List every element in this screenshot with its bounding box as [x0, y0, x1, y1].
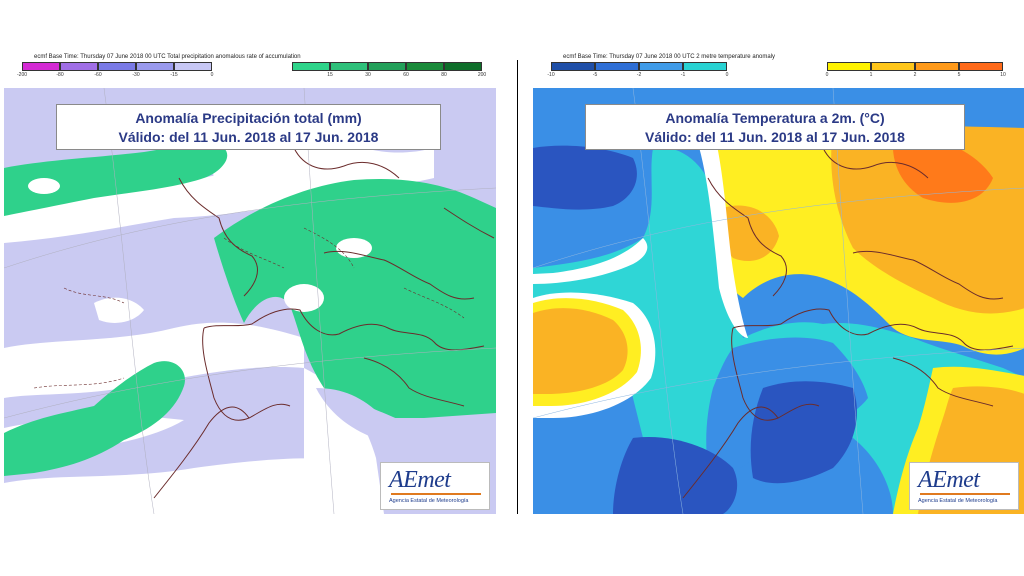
legend-tick-label: -2	[636, 72, 642, 78]
warm-anomaly-area	[533, 308, 628, 394]
legend-swatch	[174, 62, 212, 71]
map-title: Anomalía Precipitación total (mm)	[135, 110, 362, 126]
legend-tick-label: -1	[680, 72, 686, 78]
legend-swatch	[330, 62, 368, 71]
legend-swatch	[98, 62, 136, 71]
logo-underline	[920, 493, 1010, 495]
legend-tick-label: 80	[441, 72, 447, 78]
strong-cold-anomaly-area	[750, 381, 857, 484]
legend-tick-label: 15	[327, 72, 333, 78]
legend-swatch	[959, 62, 1003, 71]
neutral-area	[4, 458, 334, 514]
legend-tick-label: 2	[913, 72, 917, 78]
neutral-area	[4, 322, 304, 398]
legend-tick-label: -30	[132, 72, 140, 78]
legend-swatch	[22, 62, 60, 71]
legend-swatch	[871, 62, 915, 71]
legend-tick-label: -200	[16, 72, 28, 78]
legend-swatch	[683, 62, 727, 71]
logo-underline	[391, 493, 481, 495]
legend-tick-label: 0	[210, 72, 214, 78]
aemet-logo: AEmet Agencia Estatal de Meteorología	[909, 462, 1019, 510]
aemet-logo-subtitle: Agencia Estatal de Meteorología	[918, 498, 998, 504]
map-validity: Válido: del 11 Jun. 2018 al 17 Jun. 2018	[645, 129, 905, 145]
aemet-logo-subtitle: Agencia Estatal de Meteorología	[389, 498, 469, 504]
coastline	[153, 147, 495, 499]
map-title: Anomalía Temperatura a 2m. (°C)	[665, 110, 885, 126]
map-header-info: ecmf Base Time: Thursday 07 June 2018 00…	[34, 54, 301, 60]
panel-divider	[517, 60, 518, 514]
aemet-logo-text: AEmet	[918, 467, 980, 493]
legend-tick-label: -10	[547, 72, 555, 78]
precipitation-anomaly-map	[4, 88, 496, 514]
legend-swatch	[727, 62, 777, 71]
aemet-logo-text: AEmet	[389, 467, 451, 493]
legend-tick-label: 30	[365, 72, 371, 78]
legend-swatch	[777, 62, 827, 71]
legend-tick-label: -80	[56, 72, 64, 78]
positive-anomaly-area	[214, 178, 496, 422]
legend-tick-label: -5	[592, 72, 598, 78]
temperature-legend: -10 -5 -2 -1 0 0 1 2 5 10	[547, 62, 1024, 82]
positive-anomaly-area	[4, 361, 185, 476]
legend-swatch	[406, 62, 444, 71]
border-lines	[33, 227, 465, 389]
map-header-info: ecmf Base Time: Thursday 07 June 2018 00…	[563, 54, 775, 60]
legend-swatch	[595, 62, 639, 71]
legend-swatch	[639, 62, 683, 71]
legend-tick-label: 0	[725, 72, 729, 78]
legend-tick-label: 200	[477, 72, 487, 78]
legend-tick-label: -60	[94, 72, 102, 78]
legend-swatch	[368, 62, 406, 71]
strong-cold-anomaly-area	[533, 145, 637, 210]
legend-swatch	[551, 62, 595, 71]
positive-anomaly-area	[4, 144, 228, 216]
legend-tick-label: 0	[825, 72, 829, 78]
legend-swatch	[292, 62, 330, 71]
legend-tick-label: 5	[957, 72, 961, 78]
legend-swatch	[444, 62, 482, 71]
legend-swatch	[827, 62, 871, 71]
precipitation-legend: -200 -80 -60 -30 -15 0 15 30 60 80 200	[17, 62, 496, 82]
legend-tick-label: 1	[869, 72, 873, 78]
aemet-logo: AEmet Agencia Estatal de Meteorología	[380, 462, 490, 510]
legend-swatch	[212, 62, 292, 71]
map-title-box: Anomalía Temperatura a 2m. (°C) Válido: …	[585, 104, 965, 150]
map-validity: Válido: del 11 Jun. 2018 al 17 Jun. 2018	[118, 129, 379, 145]
legend-tick-label: -15	[170, 72, 178, 78]
legend-tick-label: 60	[403, 72, 409, 78]
temperature-anomaly-map	[533, 88, 1024, 514]
cool-anomaly-area	[533, 147, 1024, 514]
legend-swatch	[136, 62, 174, 71]
precipitation-anomaly-map-panel: ecmf Base Time: Thursday 07 June 2018 00…	[4, 52, 496, 514]
hot-anomaly-area	[892, 137, 993, 203]
coastline	[682, 147, 1014, 499]
temperature-anomaly-map-panel: ecmf Base Time: Thursday 07 June 2018 00…	[533, 52, 1024, 514]
map-title-box: Anomalía Precipitación total (mm) Válido…	[56, 104, 441, 150]
legend-tick-label: 10	[1000, 72, 1006, 78]
neutral-area	[304, 368, 384, 514]
legend-swatch	[60, 62, 98, 71]
legend-swatch	[915, 62, 959, 71]
